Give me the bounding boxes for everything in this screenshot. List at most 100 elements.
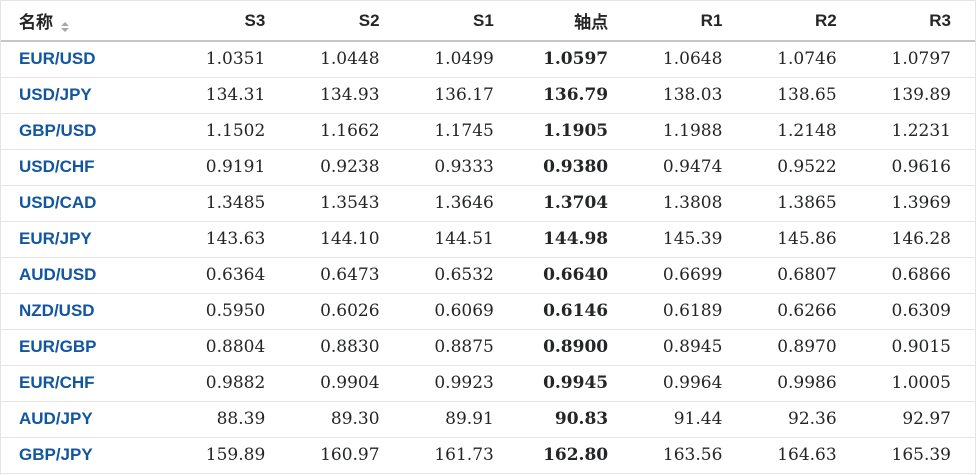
cell-pivot: 0.6640 — [517, 257, 633, 294]
cell-r3: 0.6309 — [860, 293, 975, 330]
cell-s3: 1.3485 — [175, 185, 290, 222]
column-header-r3: R3 — [860, 1, 975, 42]
cell-pivot: 0.9945 — [517, 365, 633, 402]
cell-r2: 0.9986 — [746, 365, 861, 402]
cell-pivot: 1.1905 — [517, 113, 633, 150]
pair-link[interactable]: USD/CHF — [1, 149, 175, 186]
column-header-s3: S3 — [175, 1, 290, 42]
pair-link[interactable]: EUR/USD — [1, 41, 175, 78]
column-header-r1: R1 — [632, 1, 747, 42]
pair-link[interactable]: USD/CAD — [1, 185, 175, 222]
sort-down-arrow-icon — [61, 28, 69, 32]
cell-s1: 161.73 — [403, 437, 518, 474]
cell-r2: 138.65 — [746, 77, 861, 114]
cell-s1: 136.17 — [403, 77, 518, 114]
cell-s3: 0.8804 — [175, 329, 290, 366]
cell-s3: 0.6364 — [175, 257, 290, 294]
cell-r3: 0.6866 — [860, 257, 975, 294]
cell-s3: 134.31 — [175, 77, 290, 114]
cell-r1: 0.9964 — [632, 365, 747, 402]
cell-r3: 139.89 — [860, 77, 975, 114]
cell-pivot: 1.3704 — [517, 185, 633, 222]
cell-r3: 92.97 — [860, 401, 975, 438]
pair-link[interactable]: GBP/USD — [1, 113, 175, 150]
cell-r2: 1.0746 — [746, 41, 861, 78]
cell-r3: 1.0005 — [860, 365, 975, 402]
pair-link[interactable]: EUR/GBP — [1, 329, 175, 366]
pair-link[interactable]: NZD/USD — [1, 293, 175, 330]
cell-s1: 0.6532 — [403, 257, 518, 294]
cell-r3: 1.3969 — [860, 185, 975, 222]
cell-s3: 88.39 — [175, 401, 290, 438]
cell-r2: 0.6266 — [746, 293, 861, 330]
cell-r2: 0.8970 — [746, 329, 861, 366]
cell-s1: 0.9333 — [403, 149, 518, 186]
cell-s3: 0.9882 — [175, 365, 290, 402]
column-header-s1: S1 — [403, 1, 518, 42]
cell-r3: 1.0797 — [860, 41, 975, 78]
cell-r2: 0.6807 — [746, 257, 861, 294]
column-header-pivot: 轴点 — [517, 1, 633, 42]
cell-s2: 134.93 — [289, 77, 404, 114]
pair-link[interactable]: GBP/JPY — [1, 437, 175, 474]
cell-s2: 1.3543 — [289, 185, 404, 222]
pair-link[interactable]: EUR/JPY — [1, 221, 175, 258]
pair-link[interactable]: EUR/CHF — [1, 365, 175, 402]
cell-r2: 164.63 — [746, 437, 861, 474]
cell-pivot: 136.79 — [517, 77, 633, 114]
cell-r1: 0.8945 — [632, 329, 747, 366]
cell-s1: 0.8875 — [403, 329, 518, 366]
table-row: EUR/JPY 143.63 144.10 144.51 144.98 145.… — [1, 221, 975, 258]
cell-s3: 1.1502 — [175, 113, 290, 150]
cell-s3: 1.0351 — [175, 41, 290, 78]
cell-r2: 1.3865 — [746, 185, 861, 222]
cell-r3: 146.28 — [860, 221, 975, 258]
cell-s2: 1.0448 — [289, 41, 404, 78]
column-header-name[interactable]: 名称 — [1, 1, 175, 42]
cell-r1: 1.3808 — [632, 185, 747, 222]
column-header-r2: R2 — [746, 1, 861, 42]
cell-s2: 0.6026 — [289, 293, 404, 330]
cell-r2: 0.9522 — [746, 149, 861, 186]
table-row: NZD/USD 0.5950 0.6026 0.6069 0.6146 0.61… — [1, 293, 975, 330]
cell-s2: 0.8830 — [289, 329, 404, 366]
cell-s1: 0.6069 — [403, 293, 518, 330]
table-row: USD/CHF 0.9191 0.9238 0.9333 0.9380 0.94… — [1, 149, 975, 186]
cell-r1: 1.0648 — [632, 41, 747, 78]
sort-up-arrow-icon — [61, 22, 69, 26]
header-row: 名称 S3 S2 S1 轴点 R1 R2 R3 — [1, 1, 975, 42]
table-row: EUR/USD 1.0351 1.0448 1.0499 1.0597 1.06… — [1, 41, 975, 78]
cell-r1: 138.03 — [632, 77, 747, 114]
cell-s1: 1.3646 — [403, 185, 518, 222]
pair-link[interactable]: AUD/JPY — [1, 401, 175, 438]
cell-s3: 0.9191 — [175, 149, 290, 186]
cell-pivot: 0.6146 — [517, 293, 633, 330]
cell-r3: 165.39 — [860, 437, 975, 474]
cell-s2: 0.6473 — [289, 257, 404, 294]
table-row: GBP/JPY 159.89 160.97 161.73 162.80 163.… — [1, 437, 975, 474]
cell-s2: 1.1662 — [289, 113, 404, 150]
pair-link[interactable]: AUD/USD — [1, 257, 175, 294]
cell-s2: 0.9238 — [289, 149, 404, 186]
cell-r1: 91.44 — [632, 401, 747, 438]
cell-r2: 92.36 — [746, 401, 861, 438]
cell-s1: 89.91 — [403, 401, 518, 438]
table-row: GBP/USD 1.1502 1.1662 1.1745 1.1905 1.19… — [1, 113, 975, 150]
cell-r1: 0.9474 — [632, 149, 747, 186]
cell-s1: 144.51 — [403, 221, 518, 258]
sort-arrows-icon[interactable] — [61, 22, 69, 32]
cell-pivot: 90.83 — [517, 401, 633, 438]
table-header: 名称 S3 S2 S1 轴点 R1 R2 R3 — [1, 1, 975, 42]
cell-s2: 144.10 — [289, 221, 404, 258]
cell-r2: 145.86 — [746, 221, 861, 258]
cell-s1: 1.0499 — [403, 41, 518, 78]
table-row: EUR/GBP 0.8804 0.8830 0.8875 0.8900 0.89… — [1, 329, 975, 366]
column-header-name-label: 名称 — [19, 13, 53, 32]
table-row: EUR/CHF 0.9882 0.9904 0.9923 0.9945 0.99… — [1, 365, 975, 402]
cell-r1: 163.56 — [632, 437, 747, 474]
cell-s1: 0.9923 — [403, 365, 518, 402]
column-header-s2: S2 — [289, 1, 404, 42]
pair-link[interactable]: USD/JPY — [1, 77, 175, 114]
